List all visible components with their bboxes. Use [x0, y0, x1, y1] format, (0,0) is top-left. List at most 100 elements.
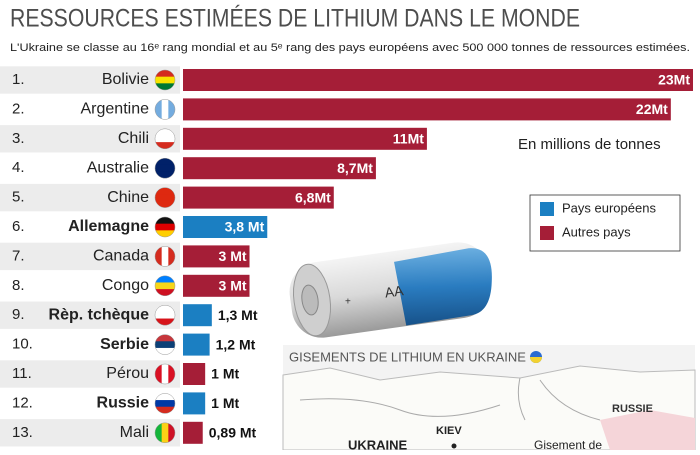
value-label: 1 Mt	[211, 395, 239, 411]
flag	[155, 70, 175, 90]
row-band	[0, 419, 180, 447]
map-city	[451, 443, 457, 449]
flag	[155, 99, 175, 120]
value-label: 6,8Mt	[295, 189, 331, 205]
flag-stripe	[155, 230, 175, 237]
flag-stripe	[155, 364, 163, 384]
bar	[183, 421, 203, 444]
flag	[155, 422, 175, 443]
bar	[183, 98, 671, 121]
flag-rim	[154, 246, 176, 267]
flag-stripe	[155, 171, 175, 179]
legend-label: Pays européens	[562, 200, 656, 215]
flag-stripe	[155, 275, 175, 283]
value-label: 23Mt	[658, 72, 690, 88]
bar	[183, 157, 376, 180]
flag-stripe	[161, 246, 169, 267]
row-band	[0, 242, 180, 271]
category-label: Congo	[102, 277, 149, 294]
flag-stripe	[155, 158, 175, 166]
bar	[183, 69, 693, 91]
flag-rim	[154, 128, 176, 150]
value-label: 3 Mt	[219, 278, 247, 294]
flag-rim	[154, 393, 176, 414]
flag-stripe	[155, 305, 175, 313]
flag-stripe	[155, 406, 175, 414]
bar	[183, 186, 334, 209]
flag-stripe	[155, 99, 163, 120]
battery: + AA	[289, 242, 492, 338]
flag-stripe	[155, 194, 175, 202]
flag-stripe	[161, 422, 169, 443]
flag-stripe	[155, 83, 175, 90]
value-label: 3 Mt	[219, 248, 247, 264]
flag-stripe	[155, 246, 163, 267]
rank-label: 8.	[12, 277, 25, 294]
rank-label: 9.	[12, 306, 25, 323]
bar	[183, 216, 268, 238]
flag-stripe	[155, 164, 175, 173]
rank-label: 4.	[12, 159, 25, 176]
chart-subtitle: L'Ukraine se classe au 16ᵉ rang mondial …	[10, 42, 690, 54]
category-label: Allemagne	[68, 218, 149, 235]
flag-rim	[154, 157, 176, 179]
bar	[183, 127, 427, 150]
bar	[183, 245, 250, 268]
chart-title: RESSOURCES ESTIMÉES DE LITHIUM DANS LE M…	[10, 4, 580, 33]
flag	[155, 275, 175, 296]
flag	[155, 364, 175, 384]
map-region	[600, 410, 695, 450]
flag-rim	[154, 187, 176, 208]
category-label: Russie	[97, 395, 150, 412]
flag-stripe	[155, 282, 175, 290]
map-border	[299, 377, 601, 421]
rank-label: 11.	[12, 365, 32, 382]
legend-swatch	[540, 202, 554, 216]
flag-stripe	[161, 364, 169, 384]
flag	[155, 217, 175, 237]
flag-stripe	[155, 70, 175, 78]
annotation: En millions de tonnes	[518, 136, 661, 153]
category-label: Australie	[87, 159, 149, 176]
flag-stripe	[155, 217, 175, 225]
flag-rim	[154, 363, 176, 385]
map-title: GISEMENTS DE LITHIUM EN UKRAINE	[289, 349, 526, 364]
flag-stripe	[168, 99, 175, 120]
category-label: Serbie	[100, 336, 149, 353]
bar	[183, 304, 212, 327]
rank-label: 12.	[12, 394, 33, 411]
category-label: Pérou	[106, 365, 149, 382]
flag-stripe	[155, 76, 175, 84]
flag-stripe	[155, 422, 163, 443]
bar	[183, 274, 250, 297]
flag-stripe	[155, 135, 175, 143]
rank-label: 2.	[12, 100, 25, 117]
row-band	[0, 125, 180, 153]
bar	[183, 363, 206, 385]
row-band	[0, 183, 180, 212]
rank-label: 5.	[12, 189, 25, 206]
flag	[155, 187, 175, 208]
category-label: Chili	[118, 130, 149, 147]
flag-rim	[154, 216, 176, 238]
row-band	[0, 301, 180, 329]
row-band	[0, 360, 180, 388]
legend-frame	[529, 194, 681, 252]
bar	[183, 392, 206, 415]
value-label: 1 Mt	[211, 366, 239, 382]
flag-rim	[154, 99, 176, 120]
battery-plus: +	[345, 297, 351, 308]
flag-rim	[154, 304, 176, 326]
flag-rim	[154, 275, 176, 297]
flag-rim	[154, 422, 176, 444]
flag-stripe	[155, 200, 175, 208]
flag	[155, 128, 175, 149]
flag	[155, 393, 175, 414]
rank-label: 1.	[12, 71, 25, 88]
value-label: 22Mt	[636, 101, 668, 117]
rank-label: 6.	[12, 218, 25, 235]
legend-swatch	[540, 226, 554, 240]
flag-stripe	[161, 99, 169, 120]
flag-stripe	[155, 393, 175, 401]
category-label: Mali	[120, 424, 149, 441]
